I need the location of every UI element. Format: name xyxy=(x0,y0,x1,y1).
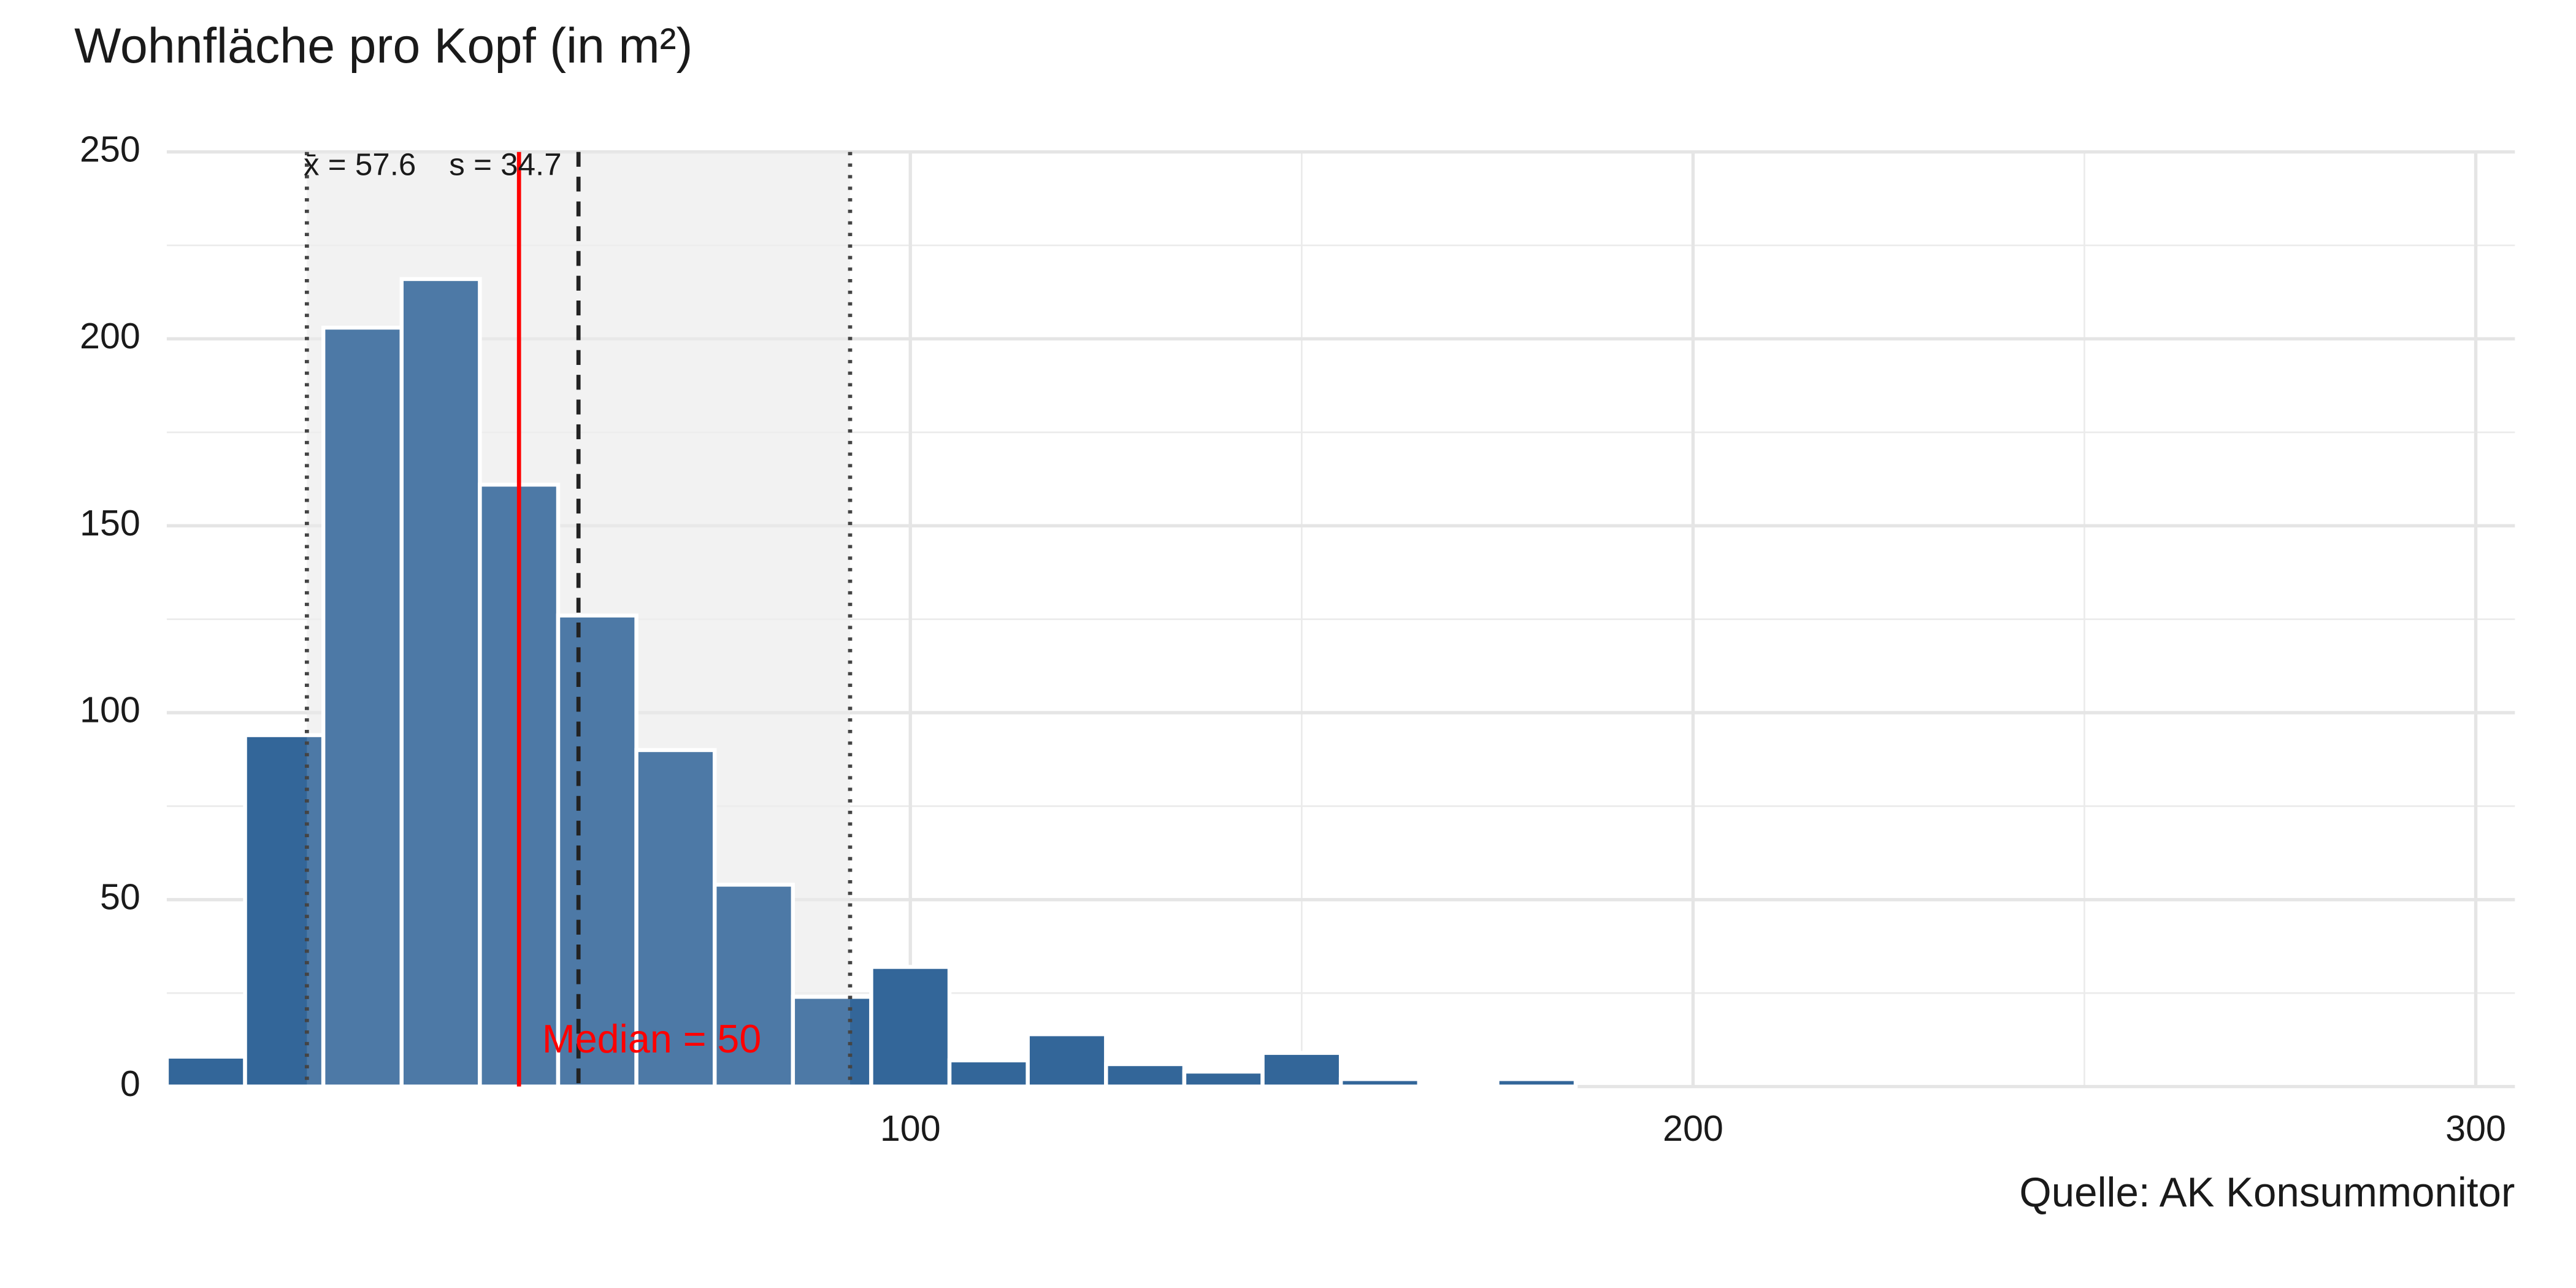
y-tick-label: 100 xyxy=(80,689,140,730)
median-label: Median = 50 xyxy=(542,1017,761,1061)
y-tick-label: 150 xyxy=(80,502,140,543)
bar xyxy=(321,325,404,1089)
bar xyxy=(243,733,326,1089)
y-tick-label: 0 xyxy=(120,1063,140,1104)
x-tick-label: 200 xyxy=(1663,1108,1723,1149)
chart-title: Wohnfläche pro Kopf (in m²) xyxy=(74,18,692,74)
caption: Quelle: AK Konsummonitor xyxy=(2019,1170,2515,1216)
bar xyxy=(634,748,717,1089)
sd-label: s = 34.7 xyxy=(449,147,561,182)
mean-label: x̄ = 57.6 xyxy=(304,147,416,182)
bar xyxy=(164,1054,247,1089)
y-tick-label: 200 xyxy=(80,315,140,356)
x-tick-label: 300 xyxy=(2445,1108,2506,1149)
bar xyxy=(1417,1081,1500,1089)
bar xyxy=(1495,1077,1578,1089)
bar xyxy=(791,995,873,1089)
y-tick-label: 50 xyxy=(100,876,140,917)
bar xyxy=(1025,1032,1108,1089)
y-tick-label: 250 xyxy=(80,128,140,169)
bar xyxy=(1182,1069,1265,1089)
bar xyxy=(1104,1062,1187,1089)
bar xyxy=(947,1058,1030,1089)
bar xyxy=(869,965,952,1089)
x-tick-label: 100 xyxy=(880,1108,941,1149)
bar xyxy=(399,277,482,1089)
bar xyxy=(712,883,795,1089)
bar xyxy=(1260,1051,1343,1089)
bar xyxy=(1338,1077,1422,1089)
